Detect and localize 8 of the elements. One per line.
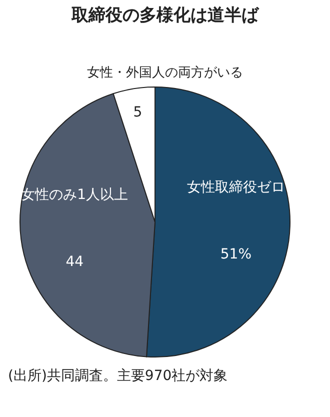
value-label: 44: [66, 254, 84, 270]
category-label: 女性のみ1人以上: [21, 186, 128, 203]
category-label: 女性・外国人の両方がいる: [87, 66, 243, 81]
title: 取締役の多様化は道半ば: [72, 6, 258, 26]
annotation: (出所)共同調査。主要970社が対象: [8, 367, 229, 386]
value-label: 5: [133, 104, 142, 120]
category-label: 女性取締役ゼロ: [186, 179, 285, 196]
value-label: 51%: [220, 246, 252, 262]
